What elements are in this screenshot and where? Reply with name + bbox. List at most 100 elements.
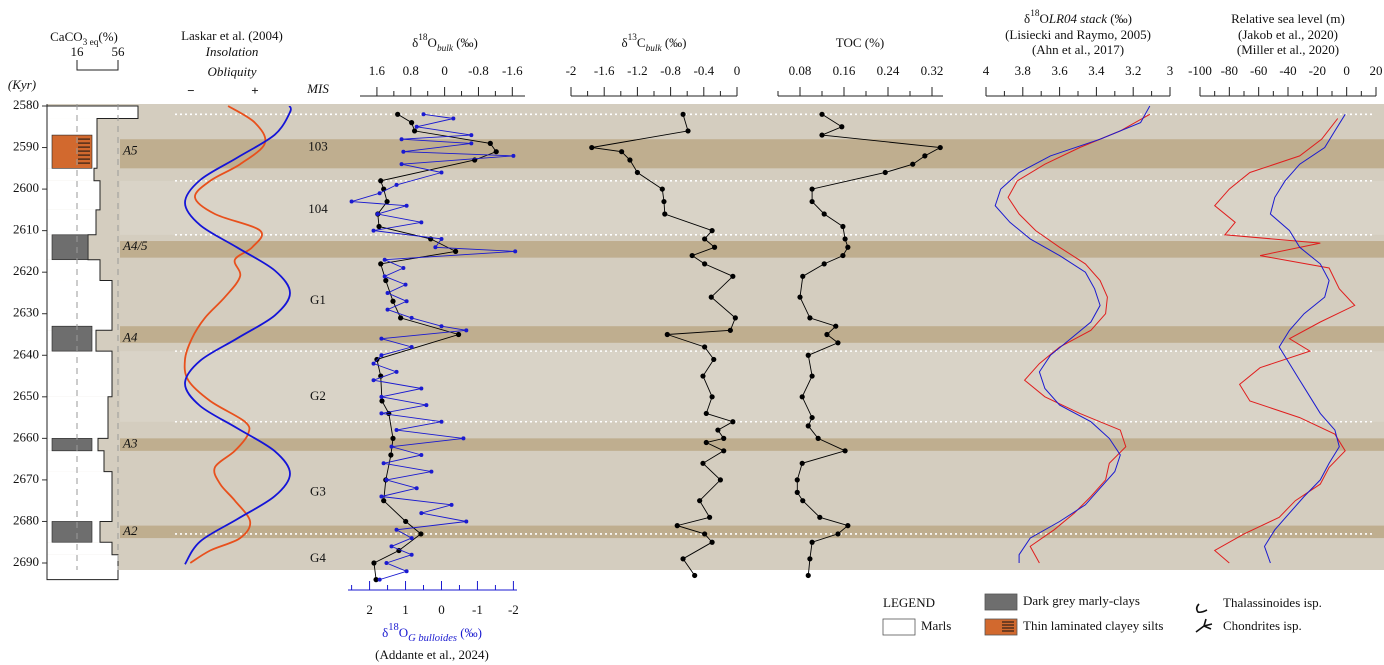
data-point [389,544,394,549]
data-point [381,461,386,466]
data-point [373,577,379,583]
data-point [680,111,686,117]
data-point [379,336,384,341]
title-part: (‰) [453,35,478,50]
panel-title: Relative sea level (m) [1231,11,1345,26]
data-point [809,198,815,205]
chondrites-icon [1195,618,1213,633]
title-part: (‰) [457,625,482,640]
lithology-layer [51,325,93,352]
data-point [419,511,424,516]
data-point [390,298,396,304]
lithology-outline [46,105,139,581]
legend-label: Thin laminated clayey silts [1023,618,1163,633]
axis-tick-label: 0.32 [921,63,944,78]
axis-tick-label: 1 [402,602,409,617]
lithology-step [47,542,112,555]
mis-label: MIS [306,81,329,96]
lithology-step [47,259,100,281]
data-point [439,170,444,175]
data-point [703,439,709,446]
data-point [680,556,686,562]
title-part: O [399,625,408,640]
data-point [403,518,409,525]
data-point [715,427,721,433]
axis-tick-label: -80 [1221,63,1238,78]
layer-label: A4 [122,330,138,345]
data-point [464,519,469,524]
axis-tick-label: 0.08 [789,63,812,78]
data-point [661,198,667,205]
data-point [709,228,715,234]
axis-end-label: + [251,83,258,98]
series-name: (Ahn et al., 2017) [1032,42,1124,57]
data-point [394,369,399,374]
depth-tick-label: 2650 [13,388,39,403]
mis-stage: 103 [308,139,328,154]
data-point [794,489,800,495]
data-point [388,452,394,458]
axis-tick-label: 0 [441,63,448,78]
data-point [833,323,839,329]
data-point [807,315,813,321]
lithology-step [47,106,138,119]
highlight-band [120,241,1384,258]
data-point [409,552,414,557]
data-point [842,236,848,242]
legend-title: LEGEND [883,595,935,610]
panel-title: δ13Cbulk (‰) [621,33,686,54]
axis-tick-label: 0 [734,63,741,78]
data-point [390,435,396,441]
data-point [385,290,390,295]
mis-stage: G3 [310,483,326,498]
data-point [384,477,389,482]
data-point [381,498,387,504]
data-point [709,539,715,545]
data-point [805,572,811,579]
data-point [819,132,825,138]
highlight-band [120,326,1384,343]
depth-tick-label: 2640 [13,346,39,361]
axis-tick-label: 3.2 [1125,63,1141,78]
data-point [451,116,456,121]
data-point [702,236,708,242]
data-point [842,448,848,454]
lithology-step [47,280,112,331]
axis-tick-label: -0.4 [694,63,715,78]
title-part: δ [1024,11,1030,26]
highlight-band [120,438,1384,451]
legend-label: Thalassinoides isp. [1223,595,1322,610]
data-point [797,294,803,300]
data-point [809,186,815,192]
data-point [379,398,385,404]
legend-label: Marls [921,618,951,633]
data-point [399,162,404,167]
depth-tick-label: 2660 [13,429,39,444]
data-point [379,411,384,416]
data-point [399,137,404,142]
data-point [472,157,478,163]
data-point [805,352,811,358]
data-point [835,340,841,346]
lithology-step [47,168,95,181]
data-point [493,149,499,155]
data-point [800,498,806,504]
series-name: (Jakob et al., 2020) [1238,27,1338,42]
data-point [414,486,419,491]
data-point [692,572,698,579]
data-point [702,531,708,537]
depth-tick-label: 2580 [13,97,39,112]
data-point [385,307,390,312]
lithology-step [47,180,100,210]
data-point [840,252,846,259]
data-point [449,502,454,507]
panel-title: TOC (%) [836,35,885,50]
legend-label: Chondrites isp. [1223,618,1302,633]
data-point [414,124,419,129]
axis-tick-label: -100 [1188,63,1212,78]
title-part: 18 [1030,9,1040,19]
data-point [384,561,389,565]
data-point [937,144,943,151]
axis-tick-label: 0.24 [877,63,900,78]
title-part: CaCO [50,29,83,44]
